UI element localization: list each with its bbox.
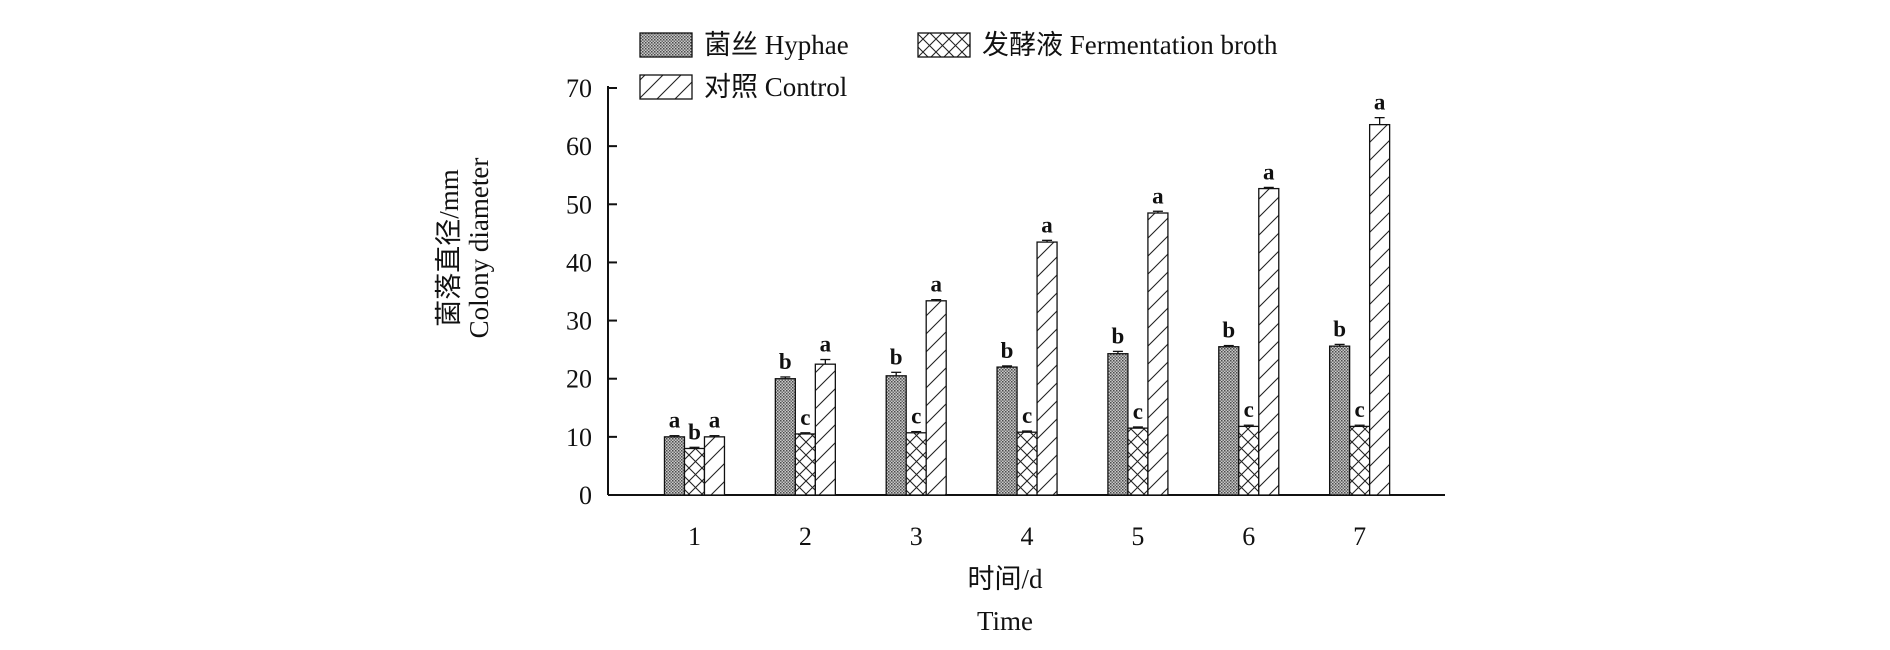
- bar: [703, 436, 726, 496]
- y-tick-label: 70: [566, 74, 592, 103]
- y-axis-title-en: Colony diameter: [464, 158, 494, 339]
- y-tick-label: 0: [579, 481, 592, 510]
- significance-label: a: [1041, 212, 1053, 237]
- bar: [1016, 431, 1038, 496]
- bar: [996, 366, 1018, 496]
- bar: [1348, 425, 1371, 496]
- y-tick-label: 60: [566, 132, 592, 161]
- bar: [1258, 187, 1280, 496]
- significance-label: c: [1244, 397, 1254, 422]
- x-tick-label: 4: [1021, 522, 1034, 551]
- legend-label: 发酵液 Fermentation broth: [982, 30, 1278, 60]
- significance-label: a: [1374, 90, 1386, 115]
- x-tick-label: 7: [1353, 522, 1366, 551]
- significance-label: a: [669, 408, 681, 433]
- y-tick-label: 10: [566, 423, 592, 452]
- bar: [683, 447, 706, 496]
- bar: [1328, 345, 1351, 496]
- significance-label: b: [890, 344, 903, 369]
- legend-label: 菌丝 Hyphae: [704, 30, 849, 60]
- x-tick-label: 2: [799, 522, 812, 551]
- significance-label: b: [688, 419, 701, 444]
- bar: [1127, 427, 1149, 496]
- bar: [925, 300, 947, 496]
- significance-label: b: [1112, 323, 1125, 348]
- legend: 菌丝 Hyphae 发酵液 Fermentation broth 对照 Contro…: [639, 30, 1278, 102]
- bar: [1147, 212, 1169, 496]
- significance-label: a: [1263, 159, 1275, 184]
- significance-label: a: [930, 272, 942, 297]
- bar: [814, 363, 836, 496]
- significance-label: c: [1133, 399, 1143, 424]
- significance-label: b: [1222, 318, 1235, 343]
- y-tick-label: 20: [566, 365, 592, 394]
- significance-label: b: [1333, 316, 1346, 341]
- y-tick-label: 30: [566, 307, 592, 336]
- x-tick-label: 5: [1131, 522, 1144, 551]
- y-axis-title-cn: 菌落直径/mm: [434, 169, 464, 327]
- significance-label: c: [800, 405, 810, 430]
- bar: [1036, 241, 1058, 496]
- significance-label: c: [1355, 397, 1365, 422]
- x-axis-title-en: Time: [977, 606, 1033, 636]
- y-tick-label: 40: [566, 248, 592, 277]
- significance-label: b: [779, 349, 792, 374]
- y-tick-label: 50: [566, 190, 592, 219]
- significance-label: c: [1022, 403, 1032, 428]
- legend-swatch: [639, 32, 693, 58]
- y-axis: 0 10 20 30 40 50 60 70: [566, 74, 617, 510]
- bar: [1238, 425, 1260, 496]
- significance-label: a: [820, 332, 832, 357]
- bar: [774, 378, 796, 496]
- bar: [905, 432, 927, 496]
- bar: [794, 433, 816, 496]
- significance-label: a: [709, 408, 721, 433]
- legend-label: 对照 Control: [704, 72, 847, 102]
- bar: [1218, 346, 1240, 496]
- bar: [1368, 123, 1391, 496]
- x-axis: 1 2 3 4 5 6 7: [608, 494, 1445, 551]
- significance-label: a: [1152, 183, 1164, 208]
- bar: [1107, 353, 1129, 496]
- x-tick-label: 3: [910, 522, 923, 551]
- x-axis-title-cn: 时间/d: [967, 564, 1043, 594]
- legend-swatch: [917, 32, 971, 58]
- significance-label: c: [911, 404, 921, 429]
- significance-label: b: [1001, 338, 1014, 363]
- bar: [663, 436, 686, 496]
- x-tick-label: 6: [1242, 522, 1255, 551]
- x-tick-label: 1: [688, 522, 701, 551]
- bar: [885, 375, 907, 496]
- legend-swatch: [639, 74, 693, 100]
